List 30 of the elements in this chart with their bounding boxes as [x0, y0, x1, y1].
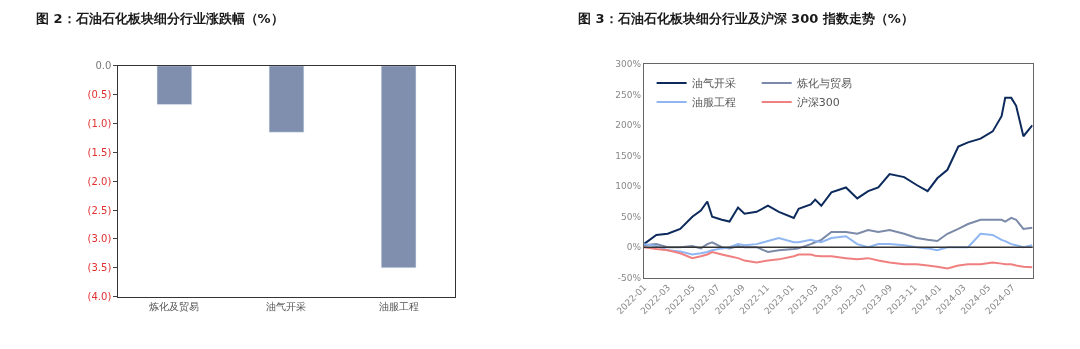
- y-tick-label: 0.0: [95, 60, 112, 72]
- y-tick-label: 50%: [621, 211, 642, 222]
- y-tick-label: (3.0): [87, 233, 112, 245]
- y-tick-label: (3.5): [87, 262, 112, 274]
- line-series: [643, 246, 1033, 270]
- x-tick-label: 油服工程: [378, 300, 419, 312]
- legend-label: 油服工程: [691, 96, 736, 110]
- y-tick-label: (2.0): [87, 175, 112, 187]
- line-series: [643, 216, 1033, 254]
- y-tick-label: (1.5): [87, 146, 112, 158]
- x-tick-label: 炼化及贸易: [149, 300, 200, 312]
- y-tick-label: (4.0): [87, 291, 112, 303]
- y-tick-label: (0.5): [87, 89, 112, 101]
- legend-label: 沪深300: [796, 96, 840, 110]
- y-tick-label: (2.5): [87, 204, 112, 216]
- line-series: [643, 232, 1033, 256]
- legend-label: 炼化与贸易: [796, 77, 852, 91]
- y-tick-label: 250%: [615, 89, 642, 100]
- y-tick-label: -50%: [617, 272, 642, 283]
- y-tick-label: (1.0): [87, 118, 112, 130]
- y-tick-label: 0%: [626, 242, 642, 253]
- y-tick-label: 100%: [615, 181, 642, 192]
- y-tick-label: 300%: [615, 59, 642, 70]
- chart-title: 图 3：石油石化板块细分行业及沪深 300 指数走势（%）: [578, 11, 914, 26]
- x-tick-label: 油气开采: [266, 300, 307, 312]
- line-series: [643, 96, 1033, 246]
- chart-title: 图 2：石油石化板块细分行业涨跌幅（%）: [36, 11, 284, 26]
- y-tick-label: 200%: [615, 120, 642, 131]
- y-tick-label: 150%: [615, 150, 642, 161]
- legend-label: 油气开采: [691, 77, 736, 91]
